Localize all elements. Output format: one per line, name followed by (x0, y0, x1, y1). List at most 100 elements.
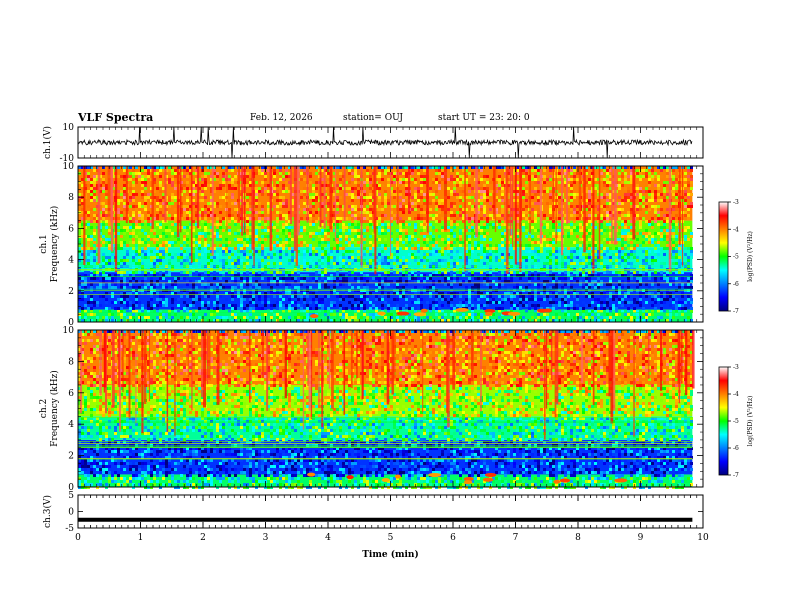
spectrogram-cell (273, 241, 276, 244)
spectrogram-cell (576, 256, 579, 259)
spectrogram-cell (246, 184, 249, 187)
spectrogram-cell (258, 226, 261, 229)
spectrogram-cell (642, 241, 645, 244)
spectrogram-cell (627, 190, 630, 193)
spectrogram-cell (90, 238, 93, 241)
spectrogram-cell (384, 277, 387, 280)
spectrogram-cell (357, 232, 360, 235)
spectrogram-cell (291, 208, 294, 211)
spectrogram-cell (177, 256, 180, 259)
spectrogram-cell (102, 235, 105, 238)
spectrogram-cell (504, 286, 507, 289)
spectrogram-cell (483, 223, 486, 226)
spectrogram-cell (105, 205, 108, 208)
spectrogram-cell (582, 262, 585, 265)
spectrogram-cell (663, 208, 666, 211)
spectrogram-cell (105, 286, 108, 289)
spectrogram-cell (258, 244, 261, 247)
spectrogram-cell (609, 169, 612, 172)
spectrogram-cell (156, 217, 159, 220)
spectrogram-cell (255, 286, 258, 289)
spectrogram-cell (132, 196, 135, 199)
spectrogram-cell (87, 178, 90, 181)
spectrogram-cell (375, 277, 378, 280)
spectrogram-cell (84, 247, 87, 250)
spectrogram-cell (300, 217, 303, 220)
spectrogram-cell (216, 223, 219, 226)
spectrogram-cell (399, 229, 402, 232)
spectrogram-cell (573, 220, 576, 223)
spectrogram-cell (117, 190, 120, 193)
spectrogram-cell (579, 250, 582, 253)
spectrogram-cell (651, 238, 654, 241)
spectrogram-cell (171, 226, 174, 229)
spectrogram-cell (219, 286, 222, 289)
spectrogram-cell (657, 286, 660, 289)
spectrogram-cell (204, 217, 207, 220)
spectrogram-cell (480, 196, 483, 199)
spectrogram-cell (492, 283, 495, 286)
spectrogram-cell (438, 181, 441, 184)
spectrogram-cell (255, 190, 258, 193)
spectrogram-cell (570, 274, 573, 277)
spectrogram-cell (417, 250, 420, 253)
spectrogram-cell (468, 250, 471, 253)
spectrogram-cell (303, 211, 306, 214)
spectrogram-cell (201, 214, 204, 217)
spectrogram-cell (642, 262, 645, 265)
spectrogram-cell (423, 235, 426, 238)
spectrogram-cell (678, 286, 681, 289)
spectrogram-cell (420, 196, 423, 199)
spectrogram-cell (192, 190, 195, 193)
spectrogram-cell (222, 178, 225, 181)
spectrogram-cell (423, 175, 426, 178)
spectrogram-cell (225, 253, 228, 256)
spectrogram-cell (321, 205, 324, 208)
spectrogram-cell (129, 172, 132, 175)
spectrogram-cell (204, 172, 207, 175)
spectrogram-cell (159, 226, 162, 229)
spectrogram-cell (327, 208, 330, 211)
spectrogram-cell (465, 244, 468, 247)
spectrogram-cell (672, 226, 675, 229)
spectrogram-cell (498, 244, 501, 247)
spectrogram-cell (246, 172, 249, 175)
spectrogram-cell (279, 199, 282, 202)
spectrogram-cell (543, 169, 546, 172)
spectrogram-cell (564, 172, 567, 175)
spectrogram-cell (249, 286, 252, 289)
spectrogram-cell (612, 226, 615, 229)
spectrogram-cell (459, 190, 462, 193)
spectrogram-cell (420, 184, 423, 187)
spectrogram-cell (411, 172, 414, 175)
spectrogram-cell (132, 190, 135, 193)
spectrogram-cell (144, 205, 147, 208)
spectrogram-cell (102, 211, 105, 214)
spectrogram-cell (606, 256, 609, 259)
spectrogram-cell (306, 247, 309, 250)
spectrogram-cell (618, 226, 621, 229)
spectrogram-cell (204, 238, 207, 241)
spectrogram-cell (213, 244, 216, 247)
spectrogram-cell (630, 205, 633, 208)
spectrogram-cell (261, 238, 264, 241)
spectrogram-cell (486, 277, 489, 280)
spectrogram-cell (675, 187, 678, 190)
spectrogram-cell (672, 253, 675, 256)
spectrogram-cell (441, 178, 444, 181)
spectrogram-cell (564, 220, 567, 223)
spectrogram-cell (495, 214, 498, 217)
spectrogram-cell (501, 205, 504, 208)
spectrogram-cell (111, 262, 114, 265)
spectrogram-cell (345, 262, 348, 265)
spectrogram-cell (546, 274, 549, 277)
spectrogram-cell (303, 166, 306, 169)
spectrogram-cell (585, 277, 588, 280)
spectrogram-cell (276, 199, 279, 202)
spectrogram-cell (603, 226, 606, 229)
spectrogram-cell (501, 256, 504, 259)
spectrogram-cell (357, 178, 360, 181)
spectrogram-cell (81, 286, 84, 289)
spectrogram-cell (375, 247, 378, 250)
spectrogram-cell (570, 241, 573, 244)
